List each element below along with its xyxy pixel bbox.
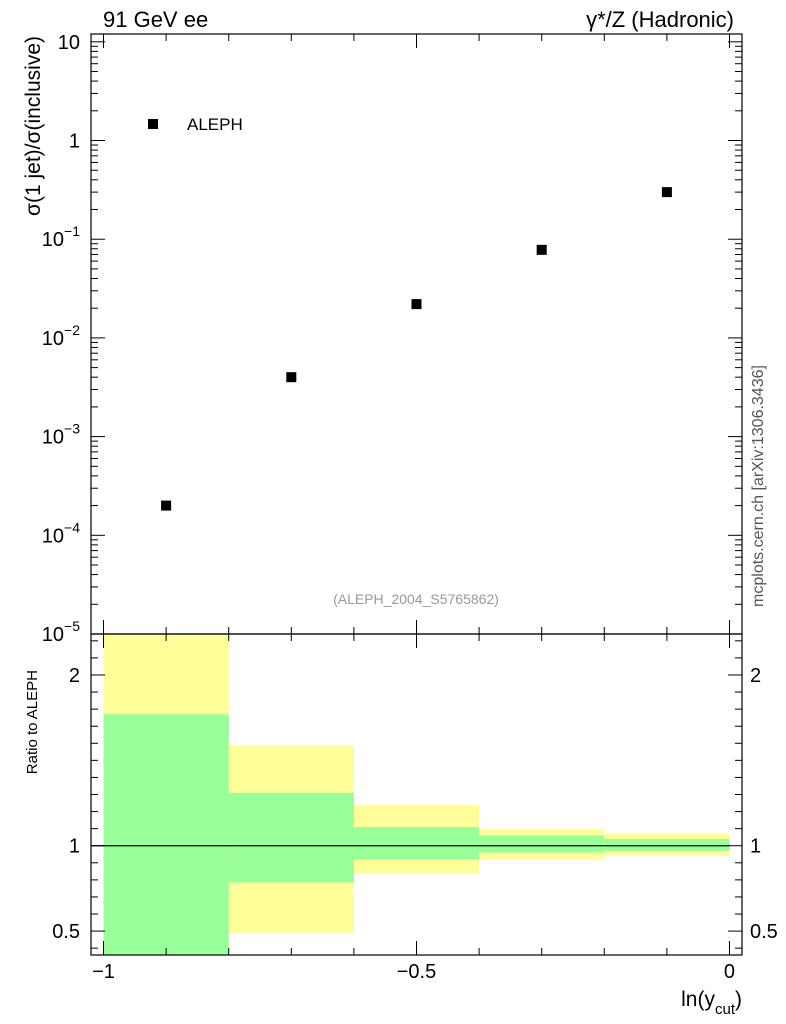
legend-marker-aleph — [148, 119, 158, 129]
main-y-tick-label: 10−1 — [42, 223, 80, 251]
ratio-y-tick-label-left: 2 — [69, 665, 80, 687]
ratio-bands — [103, 634, 730, 955]
data-point-aleph-4 — [661, 187, 672, 198]
x-tick-label: −0.5 — [397, 961, 436, 983]
ratio-y-ticks — [91, 640, 742, 949]
main-y-tick-label: 10 — [58, 32, 80, 54]
main-y-tick-label: 10−3 — [42, 421, 80, 449]
ratio-y-tick-label-right: 2 — [750, 665, 761, 687]
ratio-y-axis-label: Ratio to ALEPH — [24, 670, 41, 774]
x-axis-label: ln(ycut) — [681, 988, 742, 1018]
main-y-axis-label: σ(1 jet)/σ(inclusive) — [22, 36, 45, 216]
x-ticks — [103, 34, 730, 955]
ratio-y-tick-label-right: 0.5 — [750, 921, 778, 943]
ratio-band-inner-bin-0 — [103, 714, 229, 955]
header-right: γ*/Z (Hadronic) — [586, 7, 734, 32]
analysis-id: (ALEPH_2004_S5765862) — [333, 591, 499, 607]
data-point-aleph-0 — [161, 500, 172, 511]
main-y-tick-label: 10−5 — [42, 618, 80, 646]
ratio-band-inner-bin-4 — [604, 838, 730, 851]
data-point-aleph-2 — [411, 299, 422, 310]
ratio-y-tick-labels: 0.5 0.5 1 1 2 2 — [52, 665, 778, 943]
ratio-y-tick-label-left: 1 — [69, 836, 80, 858]
main-y-tick-label: 1 — [69, 131, 80, 153]
legend-label-aleph: ALEPH — [187, 115, 243, 134]
ratio-y-tick-label-left: 0.5 — [52, 921, 80, 943]
data-point-aleph-3 — [536, 244, 547, 255]
main-y-tick-labels: 10−5 10−4 10−3 10−2 10−1 1 10 — [42, 32, 80, 646]
ratio-band-inner-bin-3 — [479, 835, 605, 853]
main-y-tick-label: 10−4 — [42, 519, 80, 547]
ratio-band-inner-bin-2 — [353, 826, 480, 860]
side-label: mcplots.cern.ch [arXiv:1306.3436] — [750, 365, 767, 607]
x-tick-label: 0 — [724, 961, 735, 983]
main-y-tick-label: 10−2 — [42, 322, 80, 350]
legend: ALEPH — [148, 115, 243, 134]
ratio-band-inner-bin-1 — [228, 792, 354, 883]
main-y-ticks — [91, 41, 742, 635]
ratio-y-tick-label-right: 1 — [750, 836, 761, 858]
data-point-aleph-1 — [286, 372, 297, 383]
header-left: 91 GeV ee — [103, 7, 209, 32]
x-tick-label: −1 — [92, 961, 115, 983]
x-tick-labels: −1 −0.5 0 — [92, 961, 735, 983]
main-points — [161, 187, 672, 511]
